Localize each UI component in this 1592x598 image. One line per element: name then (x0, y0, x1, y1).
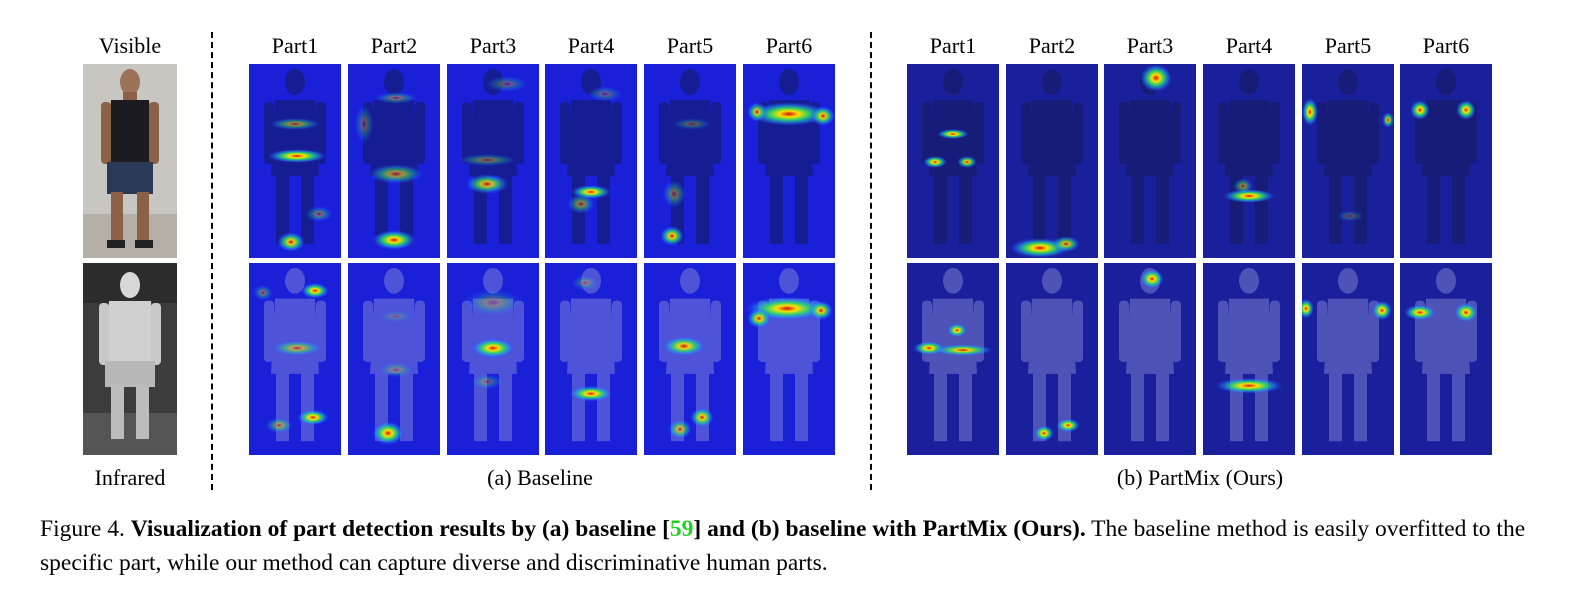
partmix-heatmap-r2-part1 (907, 263, 999, 455)
baseline-sublabel: (a) Baseline (487, 465, 593, 490)
partmix-heatmap-r1-part5 (1302, 64, 1394, 258)
baseline-part1-label: Part1 (271, 33, 319, 58)
baseline-part2-label: Part2 (370, 33, 418, 58)
infrared-photo (83, 263, 177, 455)
partmix-part5-label: Part5 (1324, 33, 1372, 58)
figure-label: Figure 4. (40, 516, 125, 542)
citation-link[interactable]: 59 (669, 516, 694, 542)
baseline-heatmap-r2-part6 (743, 263, 835, 455)
partmix-heatmap-r1-part2 (1006, 64, 1098, 258)
partmix-heatmap-r1-part6 (1400, 64, 1492, 258)
baseline-part3-label: Part3 (469, 33, 517, 58)
partmix-heatmap-r1-part1 (907, 64, 999, 258)
partmix-part1-label: Part1 (929, 33, 977, 58)
partmix-heatmap-r2-part4 (1203, 263, 1295, 455)
visible-label: Visible (98, 33, 162, 58)
baseline-heatmap-r1-part6 (743, 64, 835, 258)
divider-middle (870, 32, 872, 490)
figure-caption: Figure 4. Visualization of part detectio… (40, 512, 1550, 580)
partmix-part2-label: Part2 (1028, 33, 1076, 58)
baseline-heatmap-r1-part2 (348, 64, 440, 258)
baseline-heatmap-r2-part5 (644, 263, 736, 455)
partmix-heatmap-r2-part2 (1006, 263, 1098, 455)
baseline-heatmap-r1-part1 (249, 64, 341, 258)
partmix-part6-label: Part6 (1422, 33, 1470, 58)
partmix-heatmap-r1-part3 (1104, 64, 1196, 258)
infrared-label: Infrared (94, 465, 166, 490)
partmix-heatmap-r1-part4 (1203, 64, 1295, 258)
baseline-part4-label: Part4 (567, 33, 615, 58)
partmix-sublabel: (b) PartMix (Ours) (1116, 465, 1284, 490)
divider-left (211, 32, 213, 490)
baseline-heatmap-r2-part4 (545, 263, 637, 455)
caption-bold-b: ] and (b) baseline with PartMix (Ours). (693, 516, 1086, 542)
partmix-heatmap-r2-part3 (1104, 263, 1196, 455)
baseline-heatmap-r1-part4 (545, 64, 637, 258)
partmix-part4-label: Part4 (1225, 33, 1273, 58)
baseline-heatmap-r2-part2 (348, 263, 440, 455)
baseline-part6-label: Part6 (765, 33, 813, 58)
partmix-part3-label: Part3 (1126, 33, 1174, 58)
partmix-heatmap-r2-part6 (1400, 263, 1492, 455)
baseline-heatmap-r2-part3 (447, 263, 539, 455)
partmix-heatmap-r2-part5 (1302, 263, 1394, 455)
baseline-heatmap-r1-part3 (447, 64, 539, 258)
baseline-part5-label: Part5 (666, 33, 714, 58)
visible-photo (83, 64, 177, 258)
baseline-heatmap-r2-part1 (249, 263, 341, 455)
caption-bold-a: Visualization of part detection results … (130, 516, 670, 542)
baseline-heatmap-r1-part5 (644, 64, 736, 258)
caption-body: The baseline method is easily overfitted… (40, 516, 1526, 576)
